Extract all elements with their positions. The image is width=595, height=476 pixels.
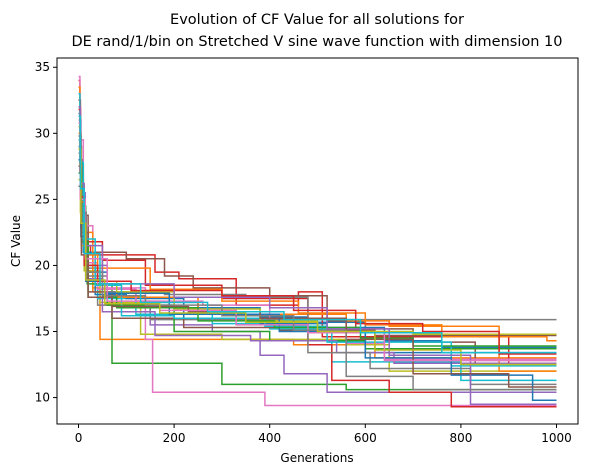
series-line-3 [78,132,557,391]
x-tick-label: 600 [354,431,377,445]
x-axis: 0 200 400 600 800 1000 [75,424,572,445]
series-line-13 [78,158,557,350]
series-line-8 [78,152,557,321]
chart-title-line-2: DE rand/1/bin on Stretched V sine wave f… [72,34,563,50]
y-tick-label: 35 [35,60,50,74]
x-tick-label: 800 [449,431,472,445]
plot-frame [56,57,579,425]
series-line-5 [78,119,557,394]
y-tick-label: 25 [35,192,50,206]
y-axis: 10 15 20 25 30 35 [35,60,57,405]
x-tick-label: 400 [258,431,281,445]
series-line-20 [78,92,557,367]
series-line-28 [78,135,557,391]
x-tick-label: 200 [163,431,186,445]
series-line-30 [78,115,557,354]
y-axis-label: CF Value [9,215,23,267]
x-tick-label: 1000 [541,431,572,445]
series-line-16 [78,165,557,337]
y-tick-label: 15 [35,325,50,339]
y-tick-label: 10 [35,391,50,405]
y-tick-label: 30 [35,126,50,140]
chart-title-line-1: Evolution of CF Value for all solutions … [170,12,464,28]
series-line-25 [78,106,557,405]
series-line-7 [78,75,557,407]
y-tick-label: 20 [35,258,50,272]
series-layer [78,75,557,408]
x-axis-label: Generations [280,451,353,465]
x-tick-label: 0 [75,431,83,445]
